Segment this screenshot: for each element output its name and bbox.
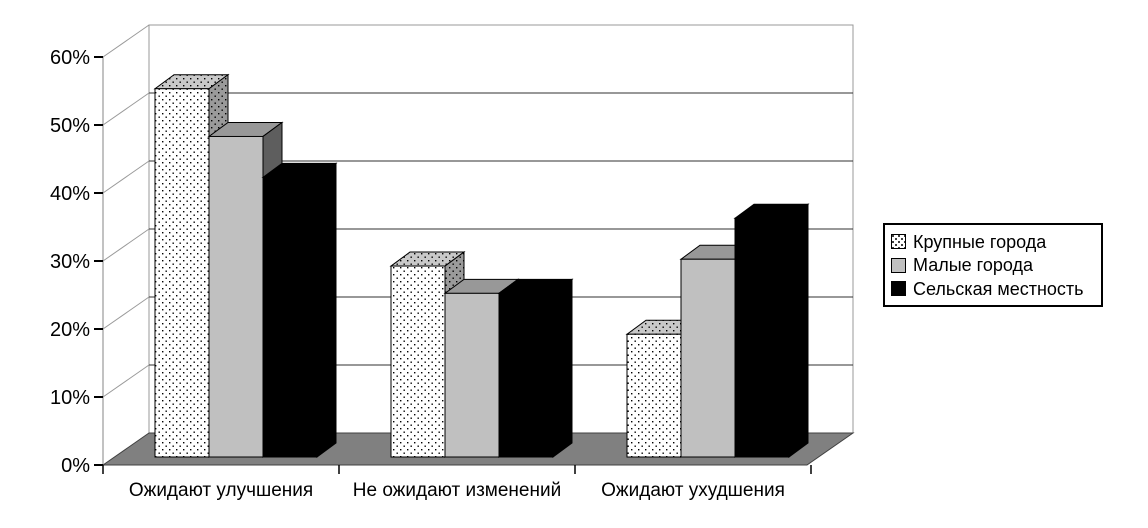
legend-item-large-cities: Крупные города: [891, 233, 1097, 251]
y-tick-label: 50%: [50, 115, 90, 137]
bar-series3-cat1-side: [316, 162, 337, 458]
depth-connector: [102, 160, 150, 194]
depth-connector: [102, 364, 150, 398]
legend-swatch-dotted-icon: [891, 234, 906, 249]
category-label: Ожидают ухудшения: [601, 480, 785, 501]
bar-series3-cat2: [498, 292, 554, 458]
y-tick-label: 20%: [50, 319, 90, 341]
bar-series2-cat3: [680, 258, 736, 458]
legend-label-rural: Сельская местность: [913, 278, 1084, 299]
legend-label-small-cities: Малые города: [913, 255, 1033, 275]
bar-series2-cat1: [208, 135, 264, 458]
depth-connector: [102, 296, 150, 330]
depth-connector: [102, 24, 150, 58]
depth-connector: [102, 92, 150, 126]
y-tick-label: 60%: [50, 47, 90, 69]
legend-item-rural: Сельская местность: [891, 280, 1097, 298]
bar-series3-cat1: [262, 176, 318, 458]
plot-area: 0% 10% 20% 30% 40% 50% 60% Ожидают улучшения Не …: [50, 24, 855, 501]
legend-label-large-cities: Крупные города: [913, 231, 1047, 252]
bar-series1-cat1: [154, 88, 210, 458]
bar-series1-cat3: [626, 333, 682, 458]
legend-item-small-cities: Малые города: [891, 256, 1097, 274]
bar-series1-cat2: [390, 265, 446, 458]
legend: Крупные города Малые города Сельская мес…: [883, 223, 1103, 307]
bar-series2-cat2: [444, 292, 500, 458]
category-label: Ожидают улучшения: [129, 480, 313, 501]
bar-series3-cat3-side: [788, 203, 809, 458]
bar-series3-cat2-side: [552, 278, 573, 458]
y-tick-label: 0%: [61, 455, 90, 477]
category-label: Не ожидают изменений: [353, 480, 561, 501]
legend-swatch-black-icon: [891, 281, 906, 296]
y-tick-label: 30%: [50, 251, 90, 273]
y-tick-label: 40%: [50, 183, 90, 205]
legend-swatch-silver-icon: [891, 257, 906, 273]
depth-connector: [102, 228, 150, 262]
y-tick-label: 10%: [50, 387, 90, 409]
bar-series3-cat3: [734, 217, 790, 458]
